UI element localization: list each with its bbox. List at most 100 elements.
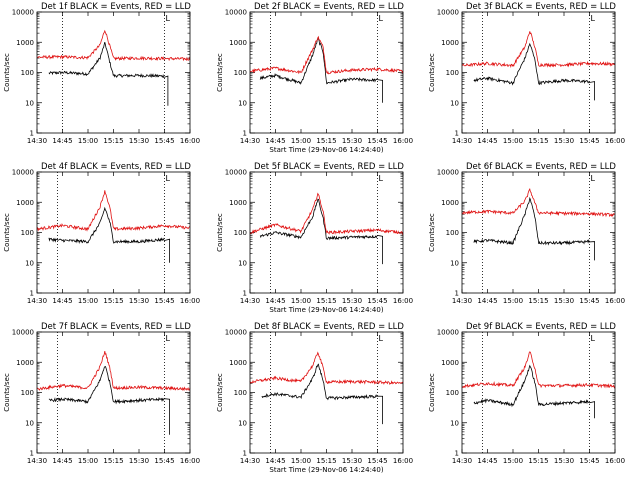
x-tick-label: 16:00 [605,457,625,465]
y-tick-label: 1000 [229,199,247,207]
x-tick-label: 15:45 [579,137,599,145]
time-marker-label: L [166,14,171,23]
x-tick-label: 15:00 [291,297,311,305]
detector-panel: Det 4f BLACK = Events, RED = LLD Counts/s… [3,162,200,305]
y-tick-label: 100 [21,229,34,237]
events-series-line [473,196,595,261]
y-tick-label: 1000 [229,39,247,47]
y-tick-label: 1 [30,290,34,298]
x-tick-label: 15:30 [342,137,362,145]
x-tick-label: 14:30 [240,297,260,305]
y-tick-label: 1000 [441,39,459,47]
x-tick-label: 16:00 [180,297,200,305]
y-axis-label: Counts/sec [428,53,436,92]
detector-panel: Det 1f BLACK = Events, RED = LLD Counts/s… [3,2,200,145]
x-tick-label: 14:30 [240,457,260,465]
y-tick-label: 1000 [229,359,247,367]
events-series-line [259,198,384,265]
y-tick-label: 100 [446,229,459,237]
x-tick-label: 14:30 [452,457,472,465]
detector-panel: Det 9f BLACK = Events, RED = LLD Counts/s… [428,322,625,465]
y-tick-label: 10000 [437,9,459,17]
detector-panel: Det 2f BLACK = Events, RED = LLD Counts/s… [216,2,413,154]
y-tick-label: 1 [455,290,459,298]
x-axis-label: Start Time (29-Nov-06 14:24:40) [269,306,383,314]
events-series-line [48,206,171,263]
x-tick-label: 15:30 [342,297,362,305]
y-tick-label: 1000 [16,39,34,47]
x-tick-label: 16:00 [393,297,413,305]
y-tick-label: 10 [450,419,459,427]
x-tick-label: 14:30 [452,297,472,305]
y-tick-label: 1 [30,130,34,138]
plot-frame [36,331,191,454]
events-series-line [259,37,384,103]
y-tick-label: 1 [243,130,247,138]
x-tick-label: 14:45 [52,457,72,465]
plot-frame [249,331,404,454]
events-series-line [473,42,595,101]
panel-title: Det 9f BLACK = Events, RED = LLD [466,322,616,332]
plot-frame [461,171,616,294]
x-tick-label: 14:30 [27,137,47,145]
plot-frame [461,11,616,134]
events-series-line [473,364,595,419]
panel-title: Det 2f BLACK = Events, RED = LLD [254,2,404,12]
y-tick-label: 10 [25,259,34,267]
y-tick-label: 10000 [225,329,247,337]
time-marker-label: L [591,174,596,183]
y-tick-label: 10 [450,259,459,267]
y-tick-label: 10 [238,99,247,107]
y-axis-label: Counts/sec [3,373,11,412]
x-tick-label: 14:45 [265,457,285,465]
x-tick-label: 15:00 [78,297,98,305]
x-tick-label: 14:45 [477,137,497,145]
y-tick-label: 100 [446,69,459,77]
lld-series-line [36,351,191,392]
x-tick-label: 15:45 [579,297,599,305]
x-tick-label: 15:30 [554,457,574,465]
y-tick-label: 10 [25,99,34,107]
y-tick-label: 1 [243,290,247,298]
lld-series-line [249,351,404,386]
detector-panel: Det 3f BLACK = Events, RED = LLD Counts/s… [428,2,625,145]
x-tick-label: 15:45 [154,457,174,465]
panel-title: Det 7f BLACK = Events, RED = LLD [41,322,191,332]
panel-title: Det 8f BLACK = Events, RED = LLD [254,322,404,332]
y-tick-label: 10 [25,419,34,427]
x-tick-label: 14:45 [477,297,497,305]
x-tick-label: 15:15 [103,457,123,465]
plot-frame [249,11,404,134]
lld-series-line [36,29,191,62]
x-tick-label: 14:30 [27,297,47,305]
x-tick-label: 14:30 [240,137,260,145]
time-marker-label: L [591,334,596,343]
x-tick-label: 15:45 [367,297,387,305]
detector-panel: Det 7f BLACK = Events, RED = LLD Counts/s… [3,322,200,465]
y-tick-label: 100 [21,69,34,77]
x-tick-label: 16:00 [393,457,413,465]
y-axis-label: Counts/sec [3,213,11,252]
lld-series-line [462,351,616,389]
time-marker-label: L [379,334,384,343]
x-tick-label: 15:45 [579,457,599,465]
detector-panel: Det 6f BLACK = Events, RED = LLD Counts/s… [428,162,625,305]
y-tick-label: 10000 [437,329,459,337]
events-series-line [48,41,169,106]
y-axis-label: Counts/sec [216,213,224,252]
plot-frame [461,331,616,454]
x-tick-label: 15:00 [503,137,523,145]
x-tick-label: 15:30 [554,137,574,145]
lld-series-line [249,192,404,236]
y-tick-label: 10000 [12,169,34,177]
y-tick-label: 100 [234,69,247,77]
y-axis-label: Counts/sec [3,53,11,92]
y-tick-label: 1000 [16,199,34,207]
y-tick-label: 10000 [225,169,247,177]
lld-series-line [461,188,616,218]
x-tick-label: 14:30 [27,457,47,465]
panel-title: Det 1f BLACK = Events, RED = LLD [41,2,191,12]
panel-title: Det 6f BLACK = Events, RED = LLD [466,162,616,172]
x-tick-label: 14:30 [452,137,472,145]
